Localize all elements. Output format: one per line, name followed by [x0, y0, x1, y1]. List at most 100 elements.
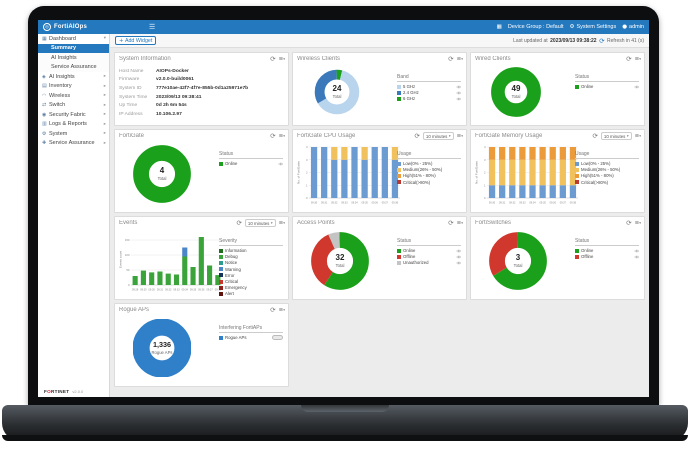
- legend-title: Status: [219, 151, 283, 159]
- widget-menu-icon[interactable]: ≡▾: [634, 133, 641, 139]
- sidebar-item-inventory[interactable]: ▤ Inventory ▸: [38, 82, 109, 92]
- legend-swatch: [219, 254, 223, 259]
- legend-item[interactable]: Offline: [397, 254, 461, 260]
- widget-refresh-icon[interactable]: ⟳: [270, 306, 276, 314]
- sidebar-item-logs-reports[interactable]: ▥ Logs & Reports ▸: [38, 120, 109, 130]
- legend-item[interactable]: Low(0% - 25%): [397, 161, 461, 167]
- legend-item[interactable]: Online: [397, 248, 461, 254]
- legend-item[interactable]: Medium(26% - 50%): [575, 167, 639, 173]
- app-window: ◎ FortiAIOps ☰ ▦ Device Group : Default …: [38, 20, 649, 397]
- eye-icon[interactable]: [455, 97, 462, 101]
- sidebar-item-system[interactable]: ⚙ System ▸: [38, 129, 109, 139]
- svg-text:09:37: 09:37: [206, 289, 213, 292]
- sidebar-item-security-fabric[interactable]: ◉ Security Fabric ▸: [38, 110, 109, 120]
- eye-icon[interactable]: [633, 255, 640, 259]
- widget-menu-icon[interactable]: ≡▾: [278, 307, 285, 313]
- svg-text:09:32: 09:32: [331, 202, 338, 205]
- eye-icon[interactable]: [277, 162, 284, 166]
- widget-refresh-icon[interactable]: ⟳: [448, 219, 454, 227]
- legend-item[interactable]: Warning: [219, 266, 283, 272]
- interval-dropdown[interactable]: 10 minutes ▾: [422, 132, 454, 140]
- dashboard-icon: ▦: [42, 35, 47, 42]
- legend-item[interactable]: High(51% - 80%): [575, 173, 639, 179]
- legend-item[interactable]: High(51% - 80%): [397, 173, 461, 179]
- sidebar-item-ai-insights[interactable]: AI Insights: [38, 53, 109, 63]
- eye-icon[interactable]: [455, 85, 462, 89]
- legend-swatch: [397, 260, 401, 265]
- refresh-icon[interactable]: ⟳: [599, 36, 605, 45]
- interval-dropdown[interactable]: 10 minutes ▾: [244, 219, 276, 227]
- legend-item[interactable]: 2.4 GHz: [397, 90, 461, 96]
- legend-item[interactable]: Error: [219, 272, 283, 278]
- hamburger-menu-icon[interactable]: ☰: [149, 23, 156, 31]
- eye-icon[interactable]: [455, 255, 462, 259]
- legend-item[interactable]: Critical: [219, 278, 283, 284]
- legend-item[interactable]: Critical(>80%): [397, 179, 461, 185]
- legend-item[interactable]: Critical(>80%): [575, 179, 639, 185]
- eye-icon[interactable]: [633, 249, 640, 253]
- eye-icon[interactable]: [633, 85, 640, 89]
- laptop-screen: ◎ FortiAIOps ☰ ▦ Device Group : Default …: [28, 6, 659, 405]
- legend-item[interactable]: Rogue APs: [219, 335, 283, 341]
- apps-icon[interactable]: ▦: [496, 24, 502, 30]
- widget-refresh-icon[interactable]: ⟳: [448, 55, 454, 63]
- widget-menu-icon[interactable]: ≡▾: [634, 220, 641, 226]
- legend-title: Interfering FortiAPs: [219, 325, 283, 333]
- widget-wireless-clients: Wireless Clients ⟳ ≡▾ 24 Total: [292, 52, 467, 126]
- legend-item[interactable]: Emergency: [219, 285, 283, 291]
- legend-toggle[interactable]: [272, 335, 283, 340]
- add-widget-button[interactable]: + Add Widget: [115, 36, 157, 45]
- legend-item[interactable]: Information: [219, 248, 283, 254]
- widget-refresh-icon[interactable]: ⟳: [626, 55, 632, 63]
- eye-icon[interactable]: [455, 261, 462, 265]
- widget-menu-icon[interactable]: ≡▾: [634, 56, 641, 62]
- widget-menu-icon[interactable]: ≡▾: [278, 56, 285, 62]
- widget-refresh-icon[interactable]: ⟳: [236, 219, 242, 227]
- eye-icon[interactable]: [455, 249, 462, 253]
- legend-item[interactable]: Notice: [219, 260, 283, 266]
- widget-menu-icon[interactable]: ≡▾: [278, 220, 285, 226]
- legend-item[interactable]: Online: [575, 84, 639, 90]
- eye-icon[interactable]: [455, 91, 462, 95]
- widget-menu-icon[interactable]: ≡▾: [456, 56, 463, 62]
- sidebar-item-wireless[interactable]: ◠ Wireless ▸: [38, 91, 109, 101]
- sidebar-item-dashboard[interactable]: ▦ Dashboard ▾: [38, 34, 109, 44]
- legend-item[interactable]: Online: [575, 248, 639, 254]
- sidebar-item-ai-insights[interactable]: ◈ AI Insights ▸: [38, 72, 109, 82]
- widget-menu-icon[interactable]: ≡▾: [278, 133, 285, 139]
- sidebar-item-label: Logs & Reports: [49, 121, 87, 128]
- legend-item[interactable]: Alert: [219, 291, 283, 297]
- widget-refresh-icon[interactable]: ⟳: [270, 55, 276, 63]
- svg-text:09:36: 09:36: [372, 202, 379, 205]
- sidebar-item-service-assurance[interactable]: Service Assurance: [38, 62, 109, 72]
- widget-refresh-icon[interactable]: ⟳: [626, 219, 632, 227]
- interval-dropdown[interactable]: 10 minutes ▾: [600, 132, 632, 140]
- sidebar-item-summary[interactable]: Summary: [38, 43, 109, 53]
- svg-text:4: 4: [306, 145, 308, 149]
- widget-refresh-icon[interactable]: ⟳: [414, 132, 420, 140]
- widget-refresh-icon[interactable]: ⟳: [592, 132, 598, 140]
- legend-item[interactable]: Debug: [219, 254, 283, 260]
- sidebar-item-service-assurance[interactable]: ✚ Service Assurance ▸: [38, 139, 109, 149]
- chevron-right-icon: ▸: [103, 102, 106, 108]
- wireless-icon: ◠: [42, 92, 47, 99]
- svg-text:09:32: 09:32: [165, 289, 172, 292]
- field-label: Firmware: [119, 77, 140, 83]
- device-group-selector[interactable]: Device Group : Default: [507, 24, 564, 30]
- legend-item[interactable]: Medium(26% - 50%): [397, 167, 461, 173]
- widget-refresh-icon[interactable]: ⟳: [270, 132, 276, 140]
- system-settings-button[interactable]: ⚙ System Settings: [569, 24, 617, 30]
- field-value: 0d 2h 6m 54s: [156, 103, 187, 109]
- legend-item[interactable]: Unauthorized: [397, 260, 461, 266]
- widget-menu-icon[interactable]: ≡▾: [456, 133, 463, 139]
- legend-item[interactable]: 5 GHz: [397, 84, 461, 90]
- legend-item[interactable]: 6 GHz: [397, 96, 461, 102]
- chevron-down-icon: ▾: [103, 36, 106, 42]
- user-menu[interactable]: ● admin: [622, 24, 644, 30]
- sidebar-item-switch[interactable]: ⇄ Switch ▸: [38, 101, 109, 111]
- legend-item[interactable]: Low(0% - 25%): [575, 161, 639, 167]
- legend-item[interactable]: Offline: [575, 254, 639, 260]
- legend-swatch: [219, 260, 223, 265]
- legend-item[interactable]: Online: [219, 161, 283, 167]
- widget-menu-icon[interactable]: ≡▾: [456, 220, 463, 226]
